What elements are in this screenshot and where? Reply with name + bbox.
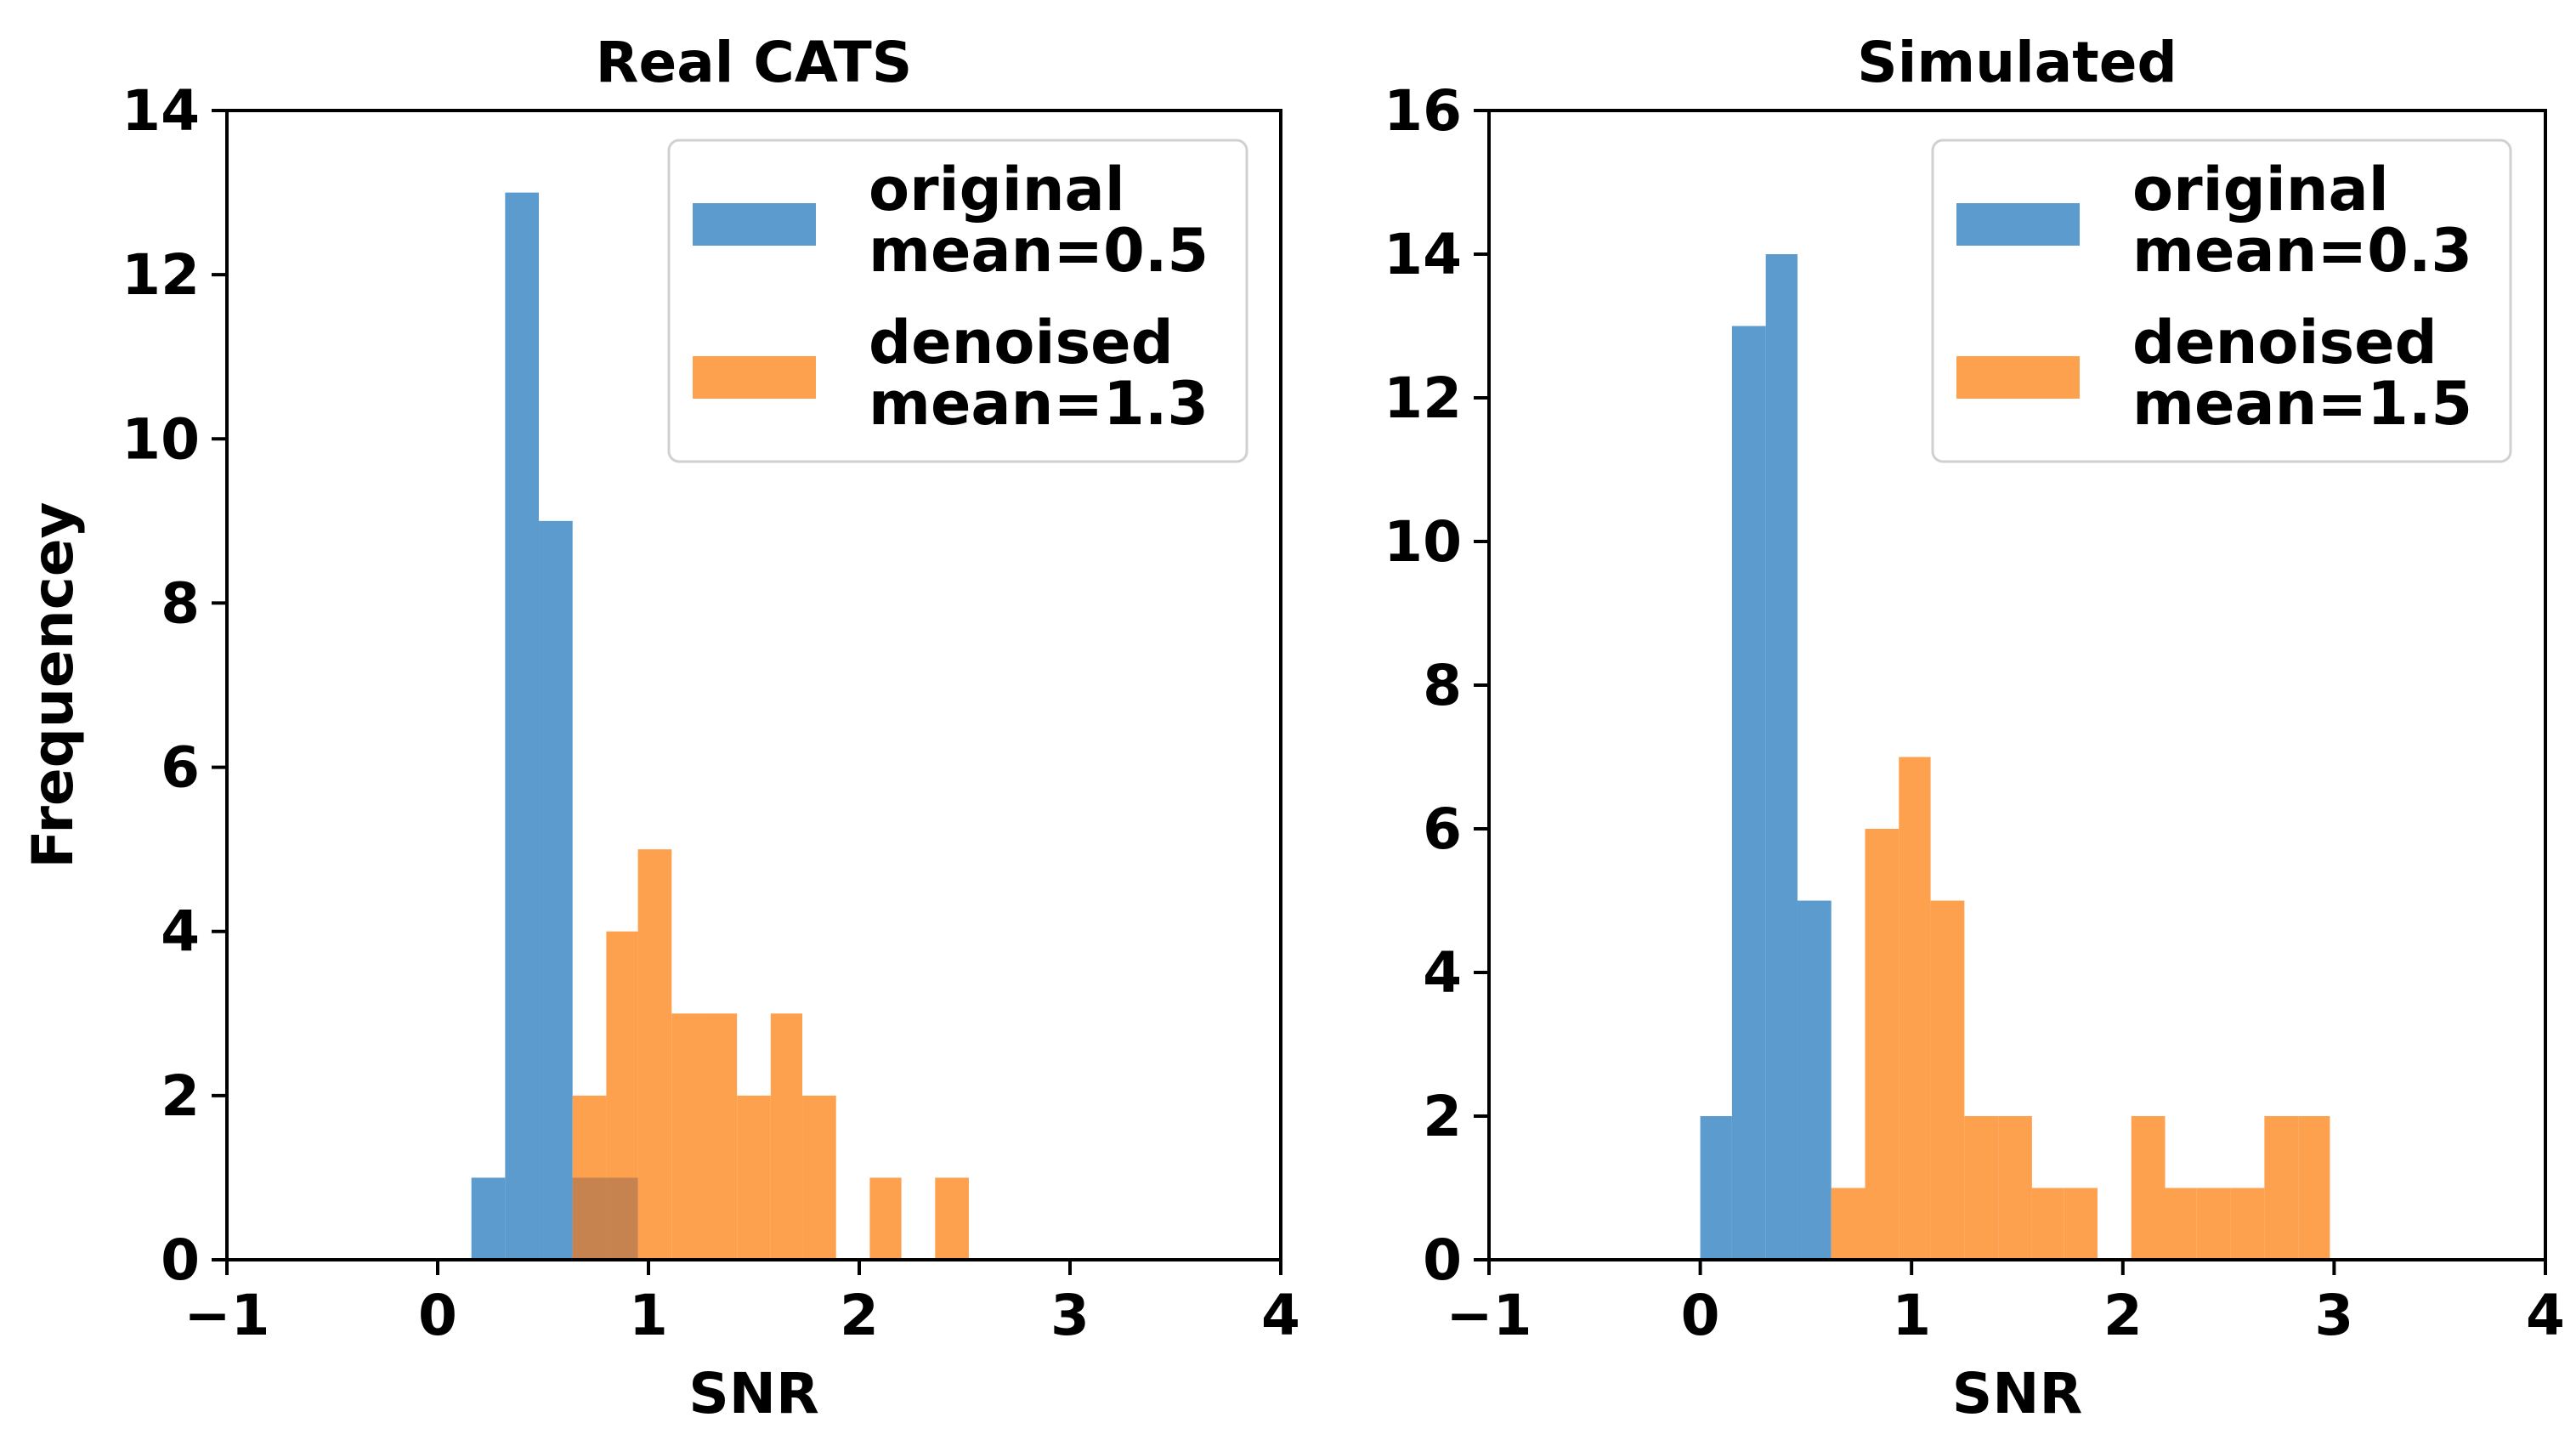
y-tick-label: 14 [1384, 222, 1462, 287]
plot-frame [225, 109, 1282, 1261]
histogram-bar-denoised-2 [637, 849, 672, 1260]
y-tick-label: 4 [1423, 940, 1462, 1006]
y-tick-label: 14 [122, 78, 200, 144]
panel-simulated: −1 0 1 2 3 40246810121416SimulatedSNRoriginal… [1384, 30, 2565, 1426]
y-tick-label: 10 [1384, 509, 1462, 575]
histogram-bar-denoised-11 [2196, 1188, 2231, 1260]
histogram-bar-denoised-2 [1899, 757, 1931, 1260]
y-tick-label: 16 [1384, 78, 1462, 144]
histogram-bar-denoised-4 [703, 1013, 738, 1260]
x-axis-label: SNR [1952, 1361, 2083, 1426]
y-tick-label: 4 [161, 899, 200, 965]
y-tick-label: 2 [1423, 1084, 1462, 1149]
legend-label-denoised: mean=1.3 [869, 369, 1209, 439]
x-tick-label: −1 [184, 1283, 269, 1348]
histogram-bar-overlap-3 [606, 1177, 638, 1260]
x-tick-label: 3 [2314, 1283, 2353, 1348]
histogram-bar-denoised-1 [1865, 829, 1899, 1260]
histogram-bar-denoised-9 [2131, 1116, 2166, 1260]
histogram-bar-original-3 [1797, 900, 1832, 1260]
legend-label-original: mean=0.5 [869, 216, 1209, 286]
histogram-bar-original-2 [1765, 254, 1798, 1260]
histogram-bar-denoised-5 [737, 1095, 771, 1260]
histogram-bar-denoised-9 [869, 1177, 902, 1260]
y-axis-label: Frequencey [20, 502, 86, 868]
histogram-bar-original-0 [471, 1177, 506, 1260]
histogram-bar-denoised-7 [2064, 1188, 2098, 1260]
legend-swatch-original [1956, 203, 2080, 246]
x-tick-label: 3 [1050, 1283, 1090, 1348]
histogram-bar-original-2 [539, 520, 573, 1260]
legend-label-original: original [2132, 155, 2389, 224]
y-tick-label: 6 [161, 735, 200, 801]
x-tick-label: 1 [629, 1283, 668, 1348]
y-tick-label: 12 [122, 242, 200, 308]
chart-title: Real CATS [596, 30, 913, 95]
y-tick-label: 0 [161, 1227, 200, 1293]
histogram-bar-denoised-10 [2165, 1188, 2197, 1260]
y-tick-label: 6 [1423, 797, 1462, 862]
legend-label-denoised: denoised [2132, 308, 2437, 377]
legend-label-denoised: denoised [869, 308, 1174, 377]
x-tick-label: 2 [2103, 1283, 2143, 1348]
y-tick-label: 0 [1423, 1227, 1462, 1293]
legend-swatch-denoised [693, 356, 816, 399]
x-tick-label: 4 [2526, 1283, 2565, 1348]
histogram-bar-denoised-12 [2230, 1188, 2265, 1260]
chart-title: Simulated [1857, 30, 2177, 95]
histogram-bar-original-1 [1731, 326, 1766, 1260]
histogram-bar-original-1 [505, 192, 540, 1261]
histogram-bar-overlap-3 [572, 1177, 607, 1260]
legend-label-denoised: mean=1.5 [2132, 369, 2472, 439]
histogram-bar-original-0 [1700, 1116, 1732, 1260]
histogram-bar-denoised-13 [2264, 1116, 2299, 1260]
x-tick-label: 0 [418, 1283, 457, 1348]
histogram-bar-denoised-3 [671, 1013, 704, 1260]
histogram-bar-denoised-6 [2031, 1188, 2064, 1260]
histogram-bar-denoised-3 [1930, 900, 1965, 1260]
histogram-bar-denoised-14 [2298, 1116, 2330, 1260]
x-tick-label: 0 [1681, 1283, 1720, 1348]
histogram-bar-denoised-5 [1998, 1116, 2032, 1260]
histogram-bar-denoised-11 [935, 1177, 969, 1260]
legend-label-original: original [869, 155, 1125, 224]
x-tick-label: 2 [840, 1283, 879, 1348]
histogram-bar-denoised-0 [1831, 1188, 1865, 1260]
legend-label-original: mean=0.3 [2132, 216, 2472, 286]
y-tick-label: 2 [161, 1063, 200, 1129]
y-tick-label: 10 [122, 406, 200, 472]
legend-swatch-denoised [1956, 356, 2080, 399]
x-tick-label: 1 [1892, 1283, 1931, 1348]
y-tick-label: 8 [161, 570, 200, 636]
y-tick-label: 12 [1384, 366, 1462, 431]
x-tick-label: −1 [1446, 1283, 1531, 1348]
histogram-bar-denoised-6 [770, 1013, 803, 1260]
histogram-bar-denoised-7 [802, 1095, 836, 1260]
y-tick-label: 8 [1423, 653, 1462, 718]
histogram-bar-denoised-4 [1964, 1116, 1999, 1260]
legend-swatch-original [693, 203, 816, 246]
x-tick-label: 4 [1261, 1283, 1300, 1348]
x-axis-label: SNR [688, 1361, 819, 1426]
